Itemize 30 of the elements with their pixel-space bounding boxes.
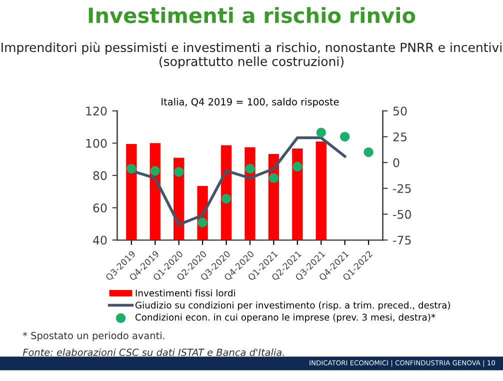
y2-tick-label: 50 bbox=[393, 106, 407, 116]
point bbox=[126, 164, 136, 174]
y-tick-label: 60 bbox=[93, 203, 107, 212]
source-note: Fonte: elaborazioni CSC su dati ISTAT e Banca d'Italia. bbox=[22, 348, 284, 356]
y2-tick-label: -25 bbox=[393, 184, 411, 194]
point bbox=[221, 194, 232, 204]
legend-label: Giudizio su condizioni per investimento (risp. a trim. preced., destra) bbox=[135, 301, 450, 310]
chart-title: Investimenti a rischio rinvio bbox=[88, 7, 416, 24]
y2-tick-label: -50 bbox=[393, 210, 412, 219]
text: * Spostato un periodo avanti. bbox=[22, 332, 164, 342]
y-tick-label: 40 bbox=[93, 236, 107, 245]
chart-subtitle: Imprenditori più pessimisti e investimenti a rischio, nonostante PNRR e incentivi (soprattutto nelle costruzioni) bbox=[2, 42, 502, 69]
y-tick-label: 120 bbox=[86, 106, 107, 116]
y-tick-label: 100 bbox=[86, 138, 107, 148]
point bbox=[150, 166, 160, 176]
point bbox=[340, 132, 350, 142]
point bbox=[198, 218, 208, 228]
point bbox=[364, 147, 374, 158]
legend-label: Condizioni econ. in cui operano le imprese (prev. 3 mesi, destra)* bbox=[135, 314, 436, 322]
point bbox=[174, 166, 184, 177]
x-axis-title: Italia, Q4 2019 = 100, saldo risposte bbox=[162, 98, 339, 108]
y2-tick-label: 0 bbox=[393, 158, 400, 168]
y2-tick-label: -75 bbox=[393, 236, 411, 245]
point bbox=[268, 173, 279, 183]
y2-tick-label: 25 bbox=[393, 132, 406, 142]
point bbox=[292, 162, 302, 172]
legend-label: Investimenti fissi lordi bbox=[136, 289, 235, 297]
y-tick-label: 80 bbox=[93, 171, 107, 180]
point bbox=[245, 164, 255, 174]
point bbox=[316, 128, 326, 138]
